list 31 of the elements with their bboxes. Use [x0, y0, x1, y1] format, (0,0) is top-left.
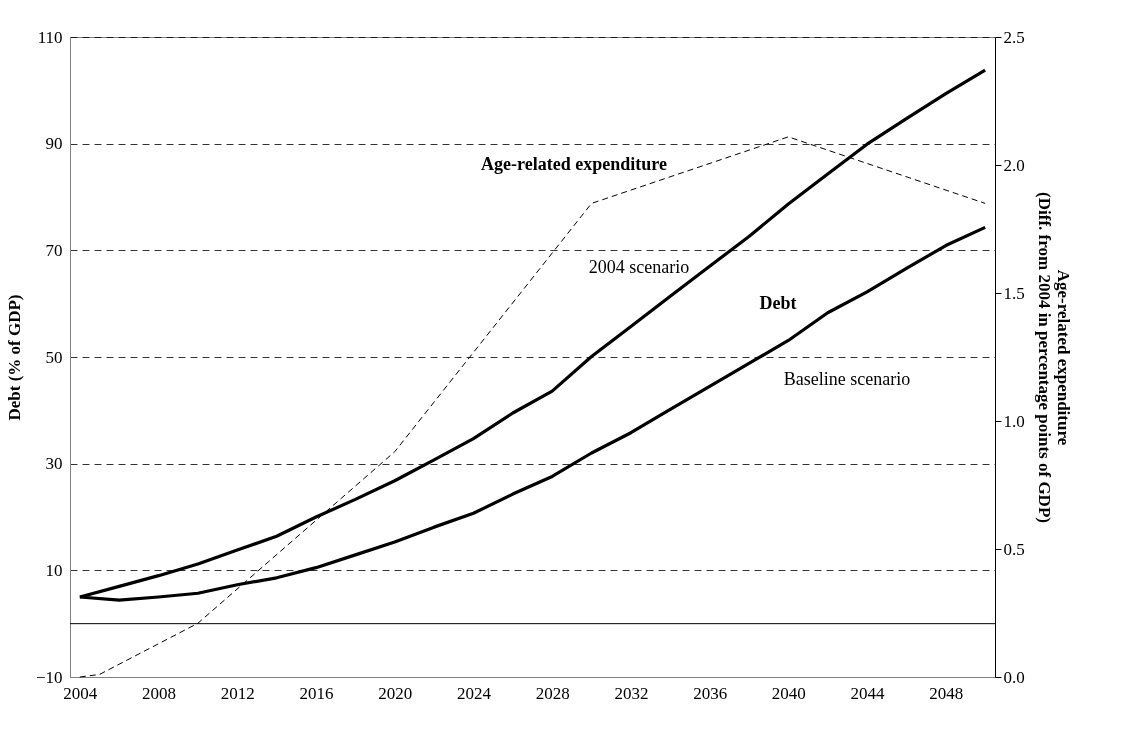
x-tick-label: 2032: [614, 683, 649, 703]
y2-tick-label: 0.5: [1003, 539, 1025, 559]
annotation: Age-related expenditure: [481, 154, 667, 174]
y2-tick-label: 2.0: [1003, 155, 1025, 175]
x-tick-label: 2044: [850, 683, 886, 703]
y-tick-label: −10: [35, 667, 63, 687]
y2-tick-label: 1.5: [1003, 283, 1025, 303]
y-tick-label: 110: [37, 27, 63, 47]
y2-tick-label: 1.0: [1003, 411, 1025, 431]
y2-tick-label: 2.5: [1003, 27, 1025, 47]
y-tick-label: 90: [45, 134, 63, 154]
y-tick-label: 30: [45, 454, 63, 474]
y-tick-label: 10: [45, 560, 63, 580]
annotation: 2004 scenario: [588, 257, 690, 277]
x-tick-label: 2024: [456, 683, 492, 703]
y2-tick-label: 0.0: [1003, 667, 1025, 687]
annotation: Baseline scenario: [783, 369, 911, 389]
y-tick-label: 50: [45, 347, 63, 367]
x-tick-label: 2016: [299, 683, 334, 703]
x-tick-label: 2048: [929, 683, 964, 703]
x-tick-label: 2004: [63, 683, 98, 703]
annotation: Debt: [759, 293, 797, 313]
y-tick-label: 70: [45, 240, 63, 260]
x-tick-label: 2012: [220, 683, 255, 703]
x-tick-label: 2040: [771, 683, 806, 703]
x-tick-label: 2036: [693, 683, 728, 703]
x-tick-label: 2020: [378, 683, 413, 703]
x-tick-label: 2008: [142, 683, 177, 703]
x-tick-label: 2028: [535, 683, 570, 703]
y2-axis-title: Age-related expenditure (Diff. from 2004 in percentage points of GDP): [1034, 192, 1073, 523]
y-axis-title: Debt (% of GDP): [4, 294, 24, 421]
